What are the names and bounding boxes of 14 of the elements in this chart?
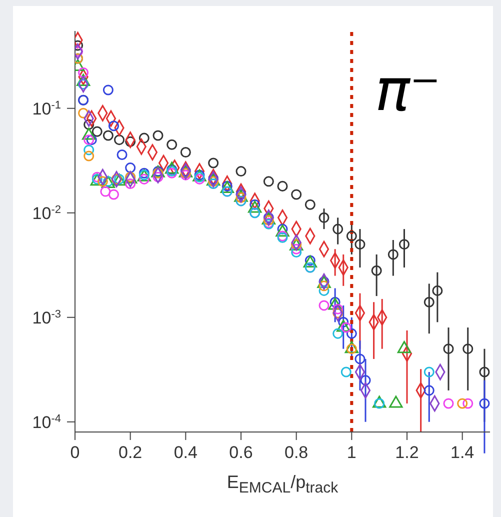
annotation: π⁻ [375, 56, 441, 124]
x-tick-label: 0.4 [174, 443, 198, 462]
y-tick-label: 10$^{-4}$ [32, 412, 61, 432]
x-axis-title: E$_{EMCAL}$/p$_{track}$ [226, 472, 340, 497]
y-tick-label: 10$^{-1}$ [32, 99, 61, 118]
y-tick-label: 10$^{-2}$ [32, 204, 61, 223]
x-tick-label: 0.8 [284, 443, 308, 462]
x-tick-label: 0.2 [118, 443, 142, 462]
x-tick-label: 0.6 [229, 443, 253, 462]
y-tick-label: 10$^{-3}$ [32, 308, 61, 328]
x-tick-label: 1 [346, 443, 356, 462]
x-tick-label: 1.2 [395, 443, 419, 462]
x-tick-label: 1.4 [450, 443, 474, 462]
x-tick-label: 0 [70, 443, 80, 462]
